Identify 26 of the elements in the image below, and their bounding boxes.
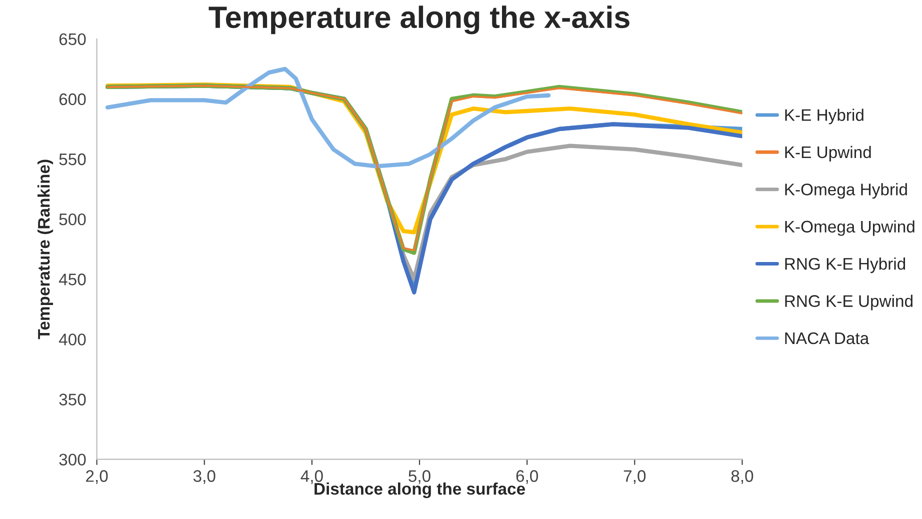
x-tick-label: 3,0 bbox=[193, 470, 216, 484]
x-tick-label: 6,0 bbox=[516, 470, 538, 484]
legend-label: K-Omega Upwind bbox=[785, 220, 914, 236]
y-tick-label: 650 bbox=[59, 33, 86, 46]
x-tick-label: 2,0 bbox=[86, 470, 108, 484]
x-axis-title: Distance along the surface bbox=[314, 482, 525, 498]
x-tick-label: 7,0 bbox=[624, 470, 646, 484]
legend-label: RNG K-E Upwind bbox=[785, 294, 912, 310]
y-axis-title: Temperature (Rankine) bbox=[37, 160, 54, 340]
legend-label: RNG K-E Hybrid bbox=[785, 258, 906, 274]
legend-label: K-E Hybrid bbox=[785, 108, 864, 124]
y-tick-label: 300 bbox=[59, 454, 86, 466]
x-tick-label: 4,0 bbox=[300, 470, 323, 484]
y-tick-label: 500 bbox=[59, 213, 86, 226]
x-tick-label: 5,0 bbox=[408, 470, 430, 484]
y-tick-label: 450 bbox=[58, 274, 86, 286]
legend-label: NACA Data bbox=[785, 332, 870, 344]
y-tick-label: 400 bbox=[58, 334, 86, 346]
x-tick-label: 8,0 bbox=[731, 470, 754, 484]
line-series bbox=[105, 66, 551, 168]
y-tick-label: 550 bbox=[59, 153, 86, 166]
legend-label: K-Omega Hybrid bbox=[785, 183, 907, 199]
legend-label: K-E Upwind bbox=[785, 146, 871, 162]
y-tick-label: 350 bbox=[59, 394, 86, 406]
y-tick-label: 600 bbox=[59, 93, 86, 106]
chart-title: Temperature along the x-axis bbox=[208, 6, 630, 34]
